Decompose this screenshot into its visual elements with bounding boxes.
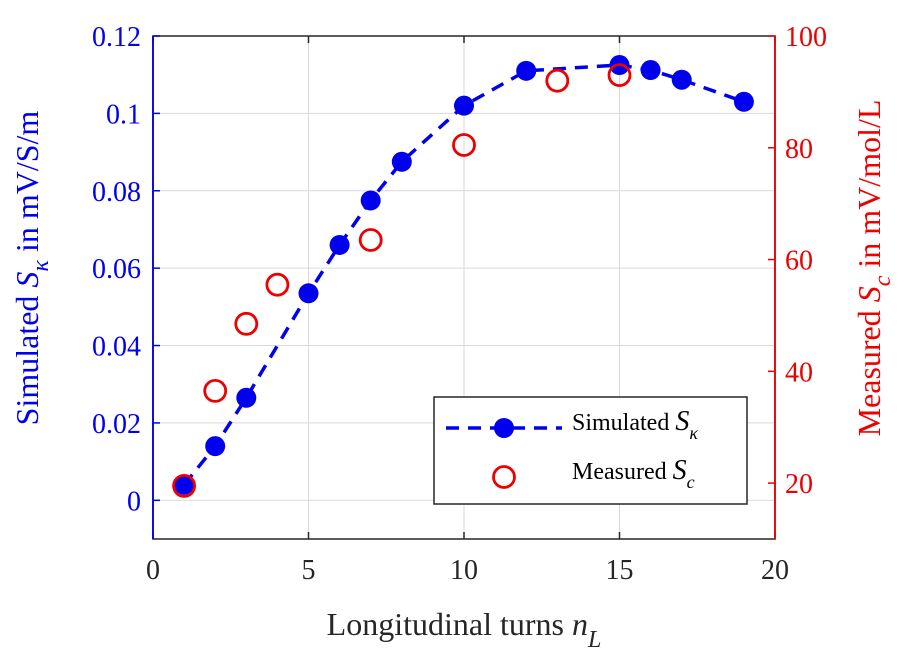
y-left-tick-label: 0.1	[106, 99, 141, 130]
y-axis-right-title-post: in mV/mol/L	[851, 100, 887, 276]
legend-simulated-sub: κ	[689, 423, 698, 443]
legend-measured-pre: Measured	[572, 459, 673, 485]
y-axis-right-title: Measured Sc in mV/mol/L	[851, 100, 896, 437]
legend: Simulated Sκ Measured Sc	[433, 396, 748, 505]
legend-measured-sub: c	[687, 472, 695, 492]
legend-simulated-label: Simulated Sκ	[572, 406, 698, 443]
legend-simulated-marker	[494, 418, 514, 438]
measured-point	[545, 68, 570, 93]
y-left-tick-label: 0.06	[92, 254, 141, 285]
y-axis-left-title-pre: Simulated	[9, 288, 45, 426]
x-tick-label: 10	[450, 555, 478, 586]
y-axis-left-title-sub: κ	[28, 260, 54, 272]
y-right-tick-label: 60	[785, 246, 813, 277]
y-left-tick-label: 0.12	[92, 22, 141, 53]
y-right-tick-label: 40	[785, 357, 813, 388]
legend-measured-var: S	[673, 455, 687, 486]
measured-point	[265, 272, 290, 297]
legend-measured-marker	[492, 465, 516, 489]
x-tick-label: 0	[146, 555, 160, 586]
measured-point	[234, 311, 259, 336]
x-tick-label: 15	[606, 555, 634, 586]
simulated-point	[298, 283, 319, 304]
legend-simulated-var: S	[675, 406, 689, 437]
simulated-point	[391, 151, 412, 172]
simulated-point	[640, 60, 661, 81]
x-axis-title: Longitudinal turns nL	[327, 606, 602, 653]
measured-point	[358, 228, 383, 252]
x-tick-label: 5	[302, 555, 316, 586]
simulated-point	[360, 190, 381, 211]
y-axis-right-title-pre: Measured	[851, 302, 887, 436]
measured-point	[172, 474, 197, 498]
y-right-tick-label: 80	[785, 134, 813, 165]
simulated-point	[174, 474, 195, 495]
legend-measured-label: Measured Sc	[572, 455, 695, 492]
series	[172, 55, 754, 498]
y-right-tick-label: 100	[785, 22, 827, 53]
legend-simulated-pre: Simulated	[572, 410, 675, 436]
y-right-tick-label: 20	[785, 469, 813, 500]
legend-box	[433, 396, 748, 505]
x-axis-title-sub: L	[587, 627, 601, 653]
y-left-tick-label: 0	[127, 486, 141, 517]
x-axis-title-main: Longitudinal turns	[327, 606, 572, 642]
y-left-tick-label: 0.02	[92, 409, 141, 440]
y-axis-left-title-var: S	[9, 272, 45, 288]
y-left-tick-label: 0.08	[92, 177, 141, 208]
simulated-point	[516, 60, 537, 81]
y-axis-right-title-var: S	[851, 286, 887, 302]
x-axis-title-var: n	[572, 606, 588, 642]
measured-point	[452, 133, 476, 157]
simulated-point	[454, 95, 474, 116]
simulated-point	[236, 387, 257, 408]
simulated-point	[733, 91, 754, 112]
y-left-tick-label: 0.04	[92, 332, 141, 363]
measured-point	[203, 378, 228, 403]
y-axis-right-title-sub: c	[870, 275, 896, 286]
axes: 0 5 10 15 20 0 0.02 0.04 0.06 0.08 0.1 0.12 20 40 60 80…	[92, 22, 827, 586]
simulated-point	[329, 234, 350, 255]
y-axis-left-title-post: in mV/S/m	[9, 111, 45, 260]
x-tick-label: 20	[761, 555, 789, 586]
simulated-point	[671, 69, 692, 90]
simulated-point	[205, 436, 226, 457]
measured-point	[607, 63, 632, 88]
y-axis-left-title: Simulated Sκ in mV/S/m	[9, 111, 54, 426]
